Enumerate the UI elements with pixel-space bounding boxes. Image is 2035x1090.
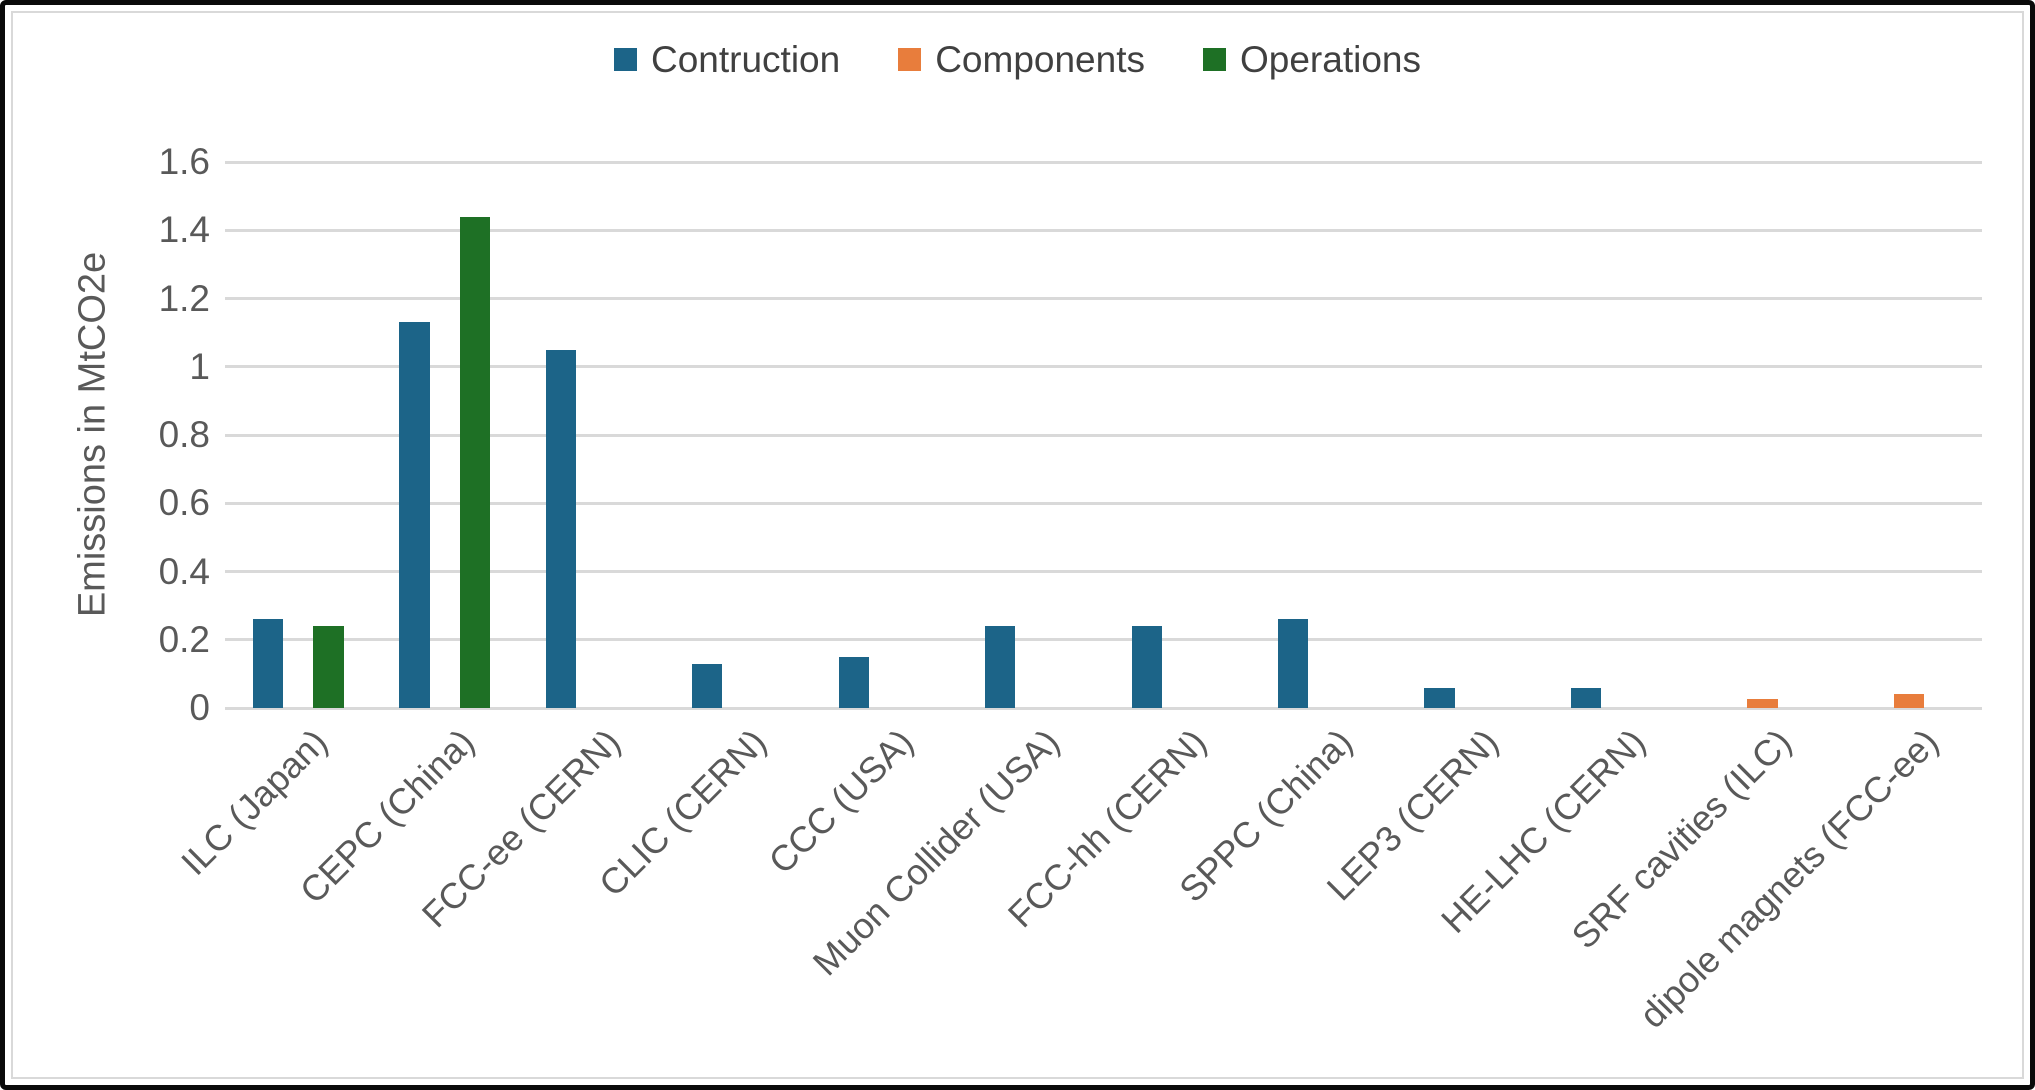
y-tick-label: 1.2	[158, 277, 210, 319]
legend-item-operations: Operations	[1203, 41, 1421, 78]
legend-label: Operations	[1240, 39, 1421, 80]
bar-contruction-5	[838, 656, 869, 708]
x-category-label: CCC (USA)	[760, 721, 921, 882]
gridline	[225, 160, 1982, 164]
gridline	[225, 433, 1982, 437]
legend-label: Contruction	[650, 39, 841, 80]
x-category-label: dipole magnets (FCC-ee)	[1631, 721, 1946, 1036]
bar-contruction-4	[692, 663, 723, 708]
bar-contruction-1	[253, 619, 284, 708]
y-tick-label: 1.4	[158, 209, 210, 251]
y-tick-label: 0.8	[158, 414, 210, 455]
legend-marker-icon	[898, 48, 922, 71]
y-tick-label: 1	[189, 345, 210, 387]
bar-components-12	[1893, 694, 1924, 708]
bar-contruction-8	[1277, 619, 1309, 708]
bar-contruction-9	[1424, 687, 1455, 708]
bar-operations-1	[313, 626, 344, 708]
gridline	[225, 365, 1982, 369]
legend: Contruction Components Operations	[5, 41, 2030, 78]
y-tick-label: 1.6	[158, 141, 210, 182]
gridline	[225, 706, 1982, 710]
legend-marker-icon	[613, 48, 637, 71]
x-category-label: ILC (Japan)	[173, 721, 336, 883]
gridline	[225, 570, 1982, 573]
legend-item-contruction: Contruction	[613, 39, 841, 80]
legend-label: Components	[935, 39, 1145, 80]
bar-contruction-10	[1570, 687, 1601, 708]
gridline	[225, 638, 1982, 642]
bar-operations-2	[459, 216, 490, 708]
y-tick-label: 0	[189, 687, 210, 728]
y-tick-label: 0.2	[158, 618, 210, 660]
legend-marker-icon	[1203, 48, 1226, 71]
bar-contruction-6	[985, 626, 1016, 708]
x-category-label: Muon Collider (USA)	[804, 721, 1068, 984]
y-tick-label: 0.6	[158, 482, 210, 524]
bar-components-11	[1747, 699, 1778, 708]
y-tick-label: 0.4	[158, 550, 210, 592]
bar-contruction-2	[399, 322, 430, 708]
gridline	[225, 501, 1982, 505]
gridline	[225, 228, 1982, 232]
legend-item-components: Components	[898, 41, 1145, 78]
gridline	[225, 297, 1982, 300]
bar-contruction-7	[1131, 626, 1162, 708]
bar-contruction-3	[545, 349, 577, 708]
